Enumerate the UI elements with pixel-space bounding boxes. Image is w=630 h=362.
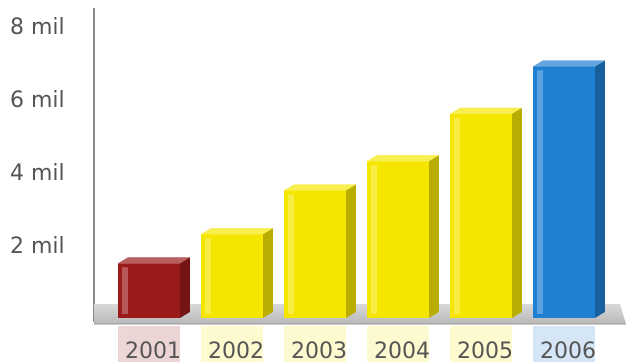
bar-reflection (201, 326, 263, 362)
bar-top (118, 257, 190, 264)
bar-reflection (284, 326, 346, 362)
bar (118, 257, 190, 318)
bar-front (284, 190, 346, 318)
bar-front (118, 263, 180, 318)
bar-top (201, 228, 273, 235)
bar-top (450, 107, 522, 114)
bar (201, 228, 273, 318)
x-tick-label: 2001 (125, 339, 181, 362)
bar-side (263, 228, 273, 318)
y-tick-label: 8 mil (10, 15, 65, 40)
bar-reflection (367, 326, 429, 362)
bar-side (180, 257, 190, 318)
bar-front (201, 234, 263, 318)
bar-side (595, 60, 605, 319)
bar-side (512, 107, 522, 318)
bar-top (284, 184, 356, 191)
bar (533, 60, 605, 319)
bar-side (346, 184, 356, 318)
bar-highlight (288, 194, 294, 314)
bar-highlight (371, 165, 377, 314)
x-tick-label: 2003 (291, 339, 347, 362)
bar-reflection (450, 326, 512, 362)
y-tick-label: 2 mil (10, 234, 65, 259)
bar-highlight (454, 117, 460, 314)
bar-front (367, 161, 429, 318)
x-tick-label: 2005 (457, 339, 513, 362)
bar-reflection (533, 326, 595, 362)
bar-top (367, 155, 439, 162)
y-tick-label: 6 mil (10, 88, 65, 113)
bar-front (450, 113, 512, 318)
bar (450, 107, 522, 318)
bar (367, 155, 439, 318)
bar-reflection (118, 326, 180, 362)
y-tick-label: 4 mil (10, 161, 65, 186)
bar (284, 184, 356, 318)
bar-highlight (205, 238, 211, 314)
bar-top (533, 60, 605, 67)
bar-side (429, 155, 439, 318)
x-tick-label: 2006 (540, 339, 596, 362)
x-tick-label: 2004 (374, 339, 430, 362)
bar-highlight (537, 70, 543, 315)
bar-front (533, 66, 595, 319)
x-tick-label: 2002 (208, 339, 264, 362)
bar-highlight (122, 267, 128, 314)
